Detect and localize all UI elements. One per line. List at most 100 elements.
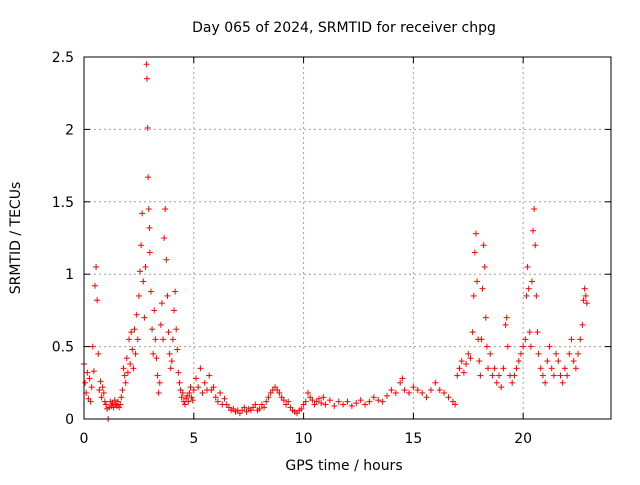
data-point xyxy=(500,365,507,372)
data-point xyxy=(471,249,478,256)
y-tick-label: 2.5 xyxy=(52,50,74,66)
data-point xyxy=(144,75,151,82)
data-point xyxy=(432,379,439,386)
data-point xyxy=(320,394,327,401)
data-point xyxy=(192,375,199,382)
data-point xyxy=(123,355,130,362)
data-point xyxy=(348,402,355,409)
data-point xyxy=(174,346,181,353)
data-point xyxy=(186,389,193,396)
data-point xyxy=(163,256,170,263)
data-point xyxy=(322,401,329,408)
data-point xyxy=(156,379,163,386)
x-tick-label: 20 xyxy=(514,431,532,447)
data-point xyxy=(559,379,566,386)
data-point xyxy=(502,321,509,328)
data-point xyxy=(397,379,404,386)
y-tick-label: 1 xyxy=(65,267,74,283)
data-point xyxy=(581,285,588,292)
data-point xyxy=(454,372,461,379)
data-point xyxy=(111,397,118,404)
grid-lines xyxy=(84,57,611,419)
data-point xyxy=(90,368,97,375)
data-point xyxy=(550,372,557,379)
data-point xyxy=(526,329,533,336)
data-point xyxy=(309,397,316,404)
data-points xyxy=(81,61,590,422)
data-point xyxy=(131,326,138,333)
data-point xyxy=(504,343,511,350)
data-point xyxy=(133,311,140,318)
data-point xyxy=(91,282,98,289)
data-point xyxy=(477,372,484,379)
data-point xyxy=(405,389,412,396)
data-point xyxy=(161,235,168,241)
data-point xyxy=(143,61,150,68)
data-point xyxy=(130,365,137,372)
data-point xyxy=(524,263,531,270)
axes xyxy=(83,56,612,420)
data-point xyxy=(134,336,141,343)
data-point xyxy=(533,292,540,299)
data-point xyxy=(485,365,492,372)
data-point xyxy=(580,297,587,304)
data-point xyxy=(136,268,143,275)
data-point xyxy=(173,326,180,333)
data-point xyxy=(483,343,490,350)
data-point xyxy=(129,346,136,353)
data-point xyxy=(548,365,555,372)
data-point xyxy=(187,384,194,391)
data-point xyxy=(315,395,322,402)
data-point xyxy=(575,350,582,357)
tick-labels: 0 0.5 1 1.5 2 2.5 0 5 10 15 20 xyxy=(52,50,532,447)
data-point xyxy=(465,350,472,357)
data-point xyxy=(469,329,476,336)
data-point xyxy=(318,400,325,407)
data-point xyxy=(489,372,496,379)
data-point xyxy=(280,397,287,404)
data-point xyxy=(175,369,182,376)
data-point xyxy=(153,355,160,362)
data-point xyxy=(362,401,369,408)
y-tick-label: 1.5 xyxy=(52,195,74,211)
data-point xyxy=(553,350,560,357)
data-point xyxy=(189,397,196,404)
data-point xyxy=(100,389,107,396)
data-point xyxy=(167,365,174,372)
data-point xyxy=(145,174,152,181)
data-point xyxy=(523,292,530,299)
data-point xyxy=(353,400,360,407)
data-point xyxy=(86,375,93,382)
data-point xyxy=(149,326,156,333)
data-point xyxy=(534,329,541,336)
data-point xyxy=(577,336,584,343)
data-point xyxy=(138,242,145,249)
data-point xyxy=(98,394,105,401)
data-point xyxy=(165,329,172,336)
data-point xyxy=(568,336,575,343)
data-point xyxy=(141,314,148,321)
data-point xyxy=(217,389,224,396)
data-point xyxy=(452,401,459,408)
data-point xyxy=(546,343,553,350)
data-point xyxy=(146,224,153,231)
data-point xyxy=(441,389,448,396)
data-point xyxy=(298,405,305,412)
x-tick-label: 10 xyxy=(295,431,313,447)
data-point xyxy=(460,369,467,376)
data-point xyxy=(481,263,488,270)
data-point xyxy=(539,372,546,379)
data-point xyxy=(542,379,549,386)
data-point xyxy=(252,401,259,408)
data-point xyxy=(476,358,483,365)
chart-title: Day 065 of 2024, SRMTID for receiver chp… xyxy=(192,20,496,36)
data-point xyxy=(531,206,538,213)
data-point xyxy=(503,314,510,321)
data-point xyxy=(155,389,162,396)
data-point xyxy=(126,336,133,343)
data-point xyxy=(121,372,128,379)
data-point xyxy=(528,278,535,285)
data-point xyxy=(379,398,386,405)
data-point xyxy=(498,384,505,391)
data-point xyxy=(162,206,169,213)
